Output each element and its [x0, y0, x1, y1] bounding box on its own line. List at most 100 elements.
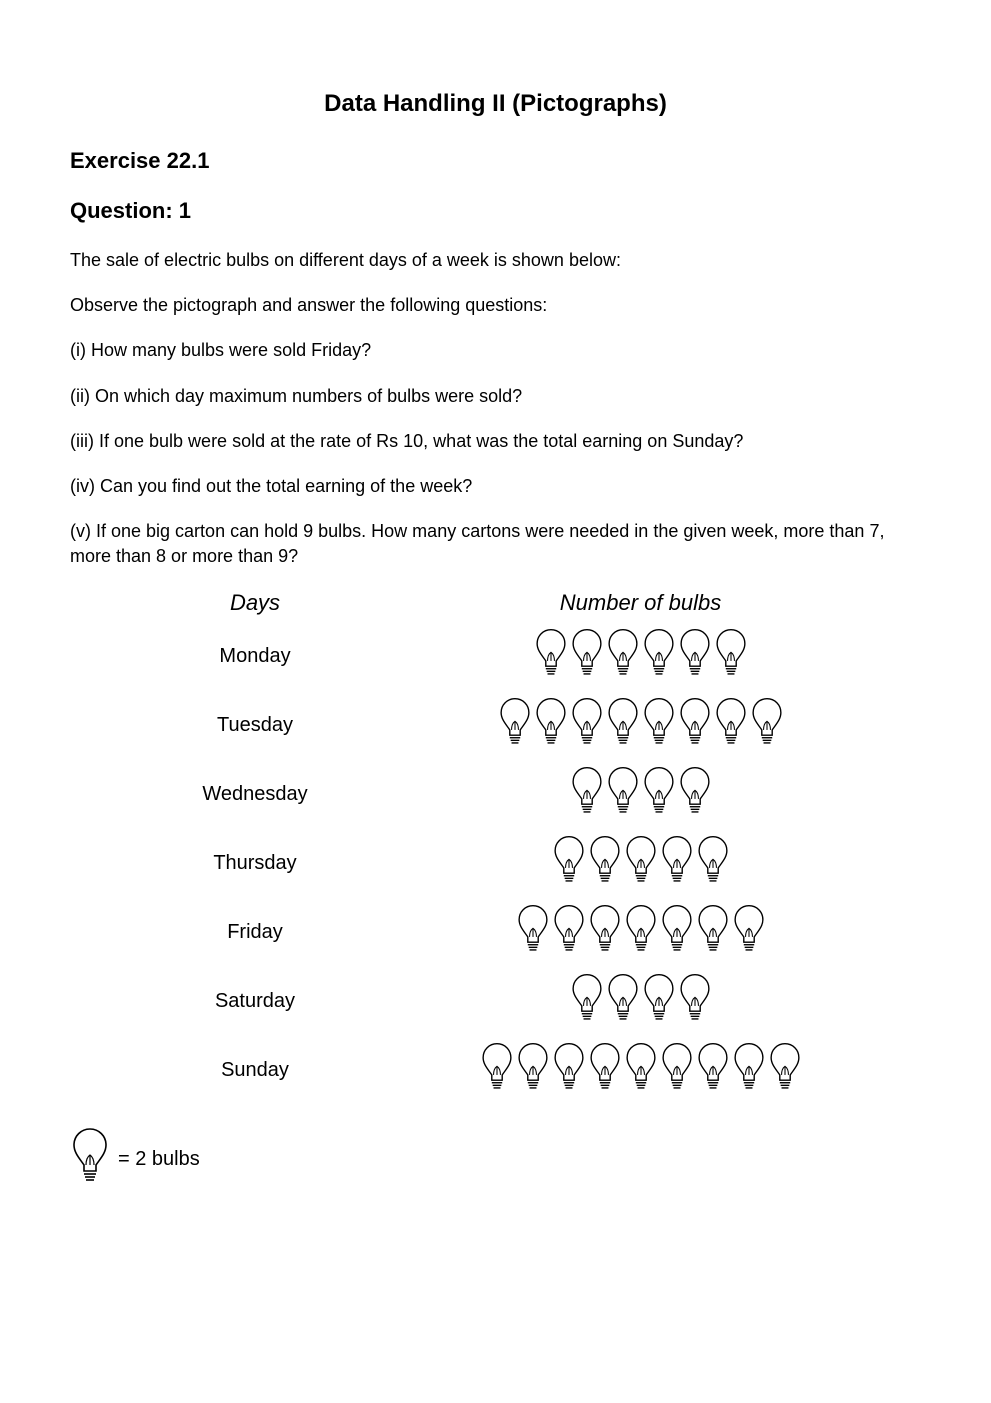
question-item: (ii) On which day maximum numbers of bul… [70, 384, 921, 409]
pictograph-row: Sunday [150, 1042, 921, 1099]
bulb-icon [551, 904, 587, 956]
bulb-icon [515, 1042, 551, 1099]
bulb-icon [677, 697, 713, 754]
bulb-icon [569, 697, 605, 749]
bulb-icon [587, 1042, 623, 1094]
pictograph-legend: = 2 bulbs [70, 1127, 921, 1193]
bulb-icon [641, 973, 677, 1030]
bulb-icon [533, 697, 569, 749]
pictograph-days-header: Days [150, 590, 360, 616]
bulb-icon [587, 904, 623, 961]
bulb-icon [623, 904, 659, 961]
pictograph-day-label: Friday [150, 921, 360, 944]
bulb-icon [70, 1127, 110, 1187]
bulb-icon [713, 628, 749, 680]
bulb-icon [641, 628, 677, 680]
pictograph-bulbs-cell [360, 973, 921, 1030]
bulb-icon [569, 766, 605, 818]
bulb-icon [569, 628, 605, 685]
bulb-icon [70, 1127, 118, 1193]
bulb-icon [623, 835, 659, 887]
pictograph-row: Friday [150, 904, 921, 961]
pictograph-count-header: Number of bulbs [360, 590, 921, 616]
question-item: (iv) Can you find out the total earning … [70, 474, 921, 499]
bulb-icon [731, 904, 767, 956]
bulb-icon [677, 628, 713, 685]
pictograph-day-label: Tuesday [150, 714, 360, 737]
bulb-icon [587, 835, 623, 887]
bulb-icon [605, 973, 641, 1025]
bulb-icon [533, 628, 569, 680]
pictograph-bulbs-cell [360, 835, 921, 892]
bulb-icon [497, 697, 533, 754]
pictograph: Days Number of bulbs Monday Tuesday Wednes… [150, 590, 921, 1099]
bulb-icon [695, 835, 731, 892]
pictograph-row: Saturday [150, 973, 921, 1030]
bulb-icon [677, 697, 713, 749]
bulb-icon [713, 697, 749, 749]
exercise-heading: Exercise 22.1 [70, 148, 921, 174]
bulb-icon [551, 835, 587, 887]
question-intro-1: The sale of electric bulbs on different … [70, 248, 921, 273]
bulb-icon [713, 697, 749, 754]
bulb-icon [623, 904, 659, 956]
bulb-icon [713, 628, 749, 685]
pictograph-day-label: Wednesday [150, 783, 360, 806]
bulb-icon [641, 973, 677, 1025]
pictograph-bulbs-cell [360, 904, 921, 961]
pictograph-bulbs-cell [360, 697, 921, 754]
bulb-icon [677, 973, 713, 1025]
bulb-icon [641, 766, 677, 818]
question-intro-2: Observe the pictograph and answer the fo… [70, 293, 921, 318]
pictograph-day-label: Saturday [150, 990, 360, 1013]
bulb-icon [551, 1042, 587, 1094]
bulb-icon [659, 1042, 695, 1099]
bulb-icon [605, 697, 641, 754]
bulb-icon [479, 1042, 515, 1094]
bulb-icon [659, 904, 695, 956]
pictograph-day-label: Thursday [150, 852, 360, 875]
bulb-icon [641, 697, 677, 749]
bulb-icon [605, 766, 641, 818]
pictograph-header-row: Days Number of bulbs [150, 590, 921, 616]
bulb-icon [569, 766, 605, 823]
bulb-icon [767, 1042, 803, 1094]
bulb-icon [731, 1042, 767, 1094]
pictograph-day-label: Monday [150, 645, 360, 668]
pictograph-row: Thursday [150, 835, 921, 892]
bulb-icon [623, 835, 659, 892]
bulb-icon [569, 973, 605, 1030]
bulb-icon [641, 628, 677, 685]
bulb-icon [551, 835, 587, 892]
bulb-icon [659, 1042, 695, 1094]
bulb-icon [551, 1042, 587, 1099]
bulb-icon [515, 904, 551, 961]
bulb-icon [605, 628, 641, 685]
bulb-icon [605, 697, 641, 749]
bulb-icon [569, 973, 605, 1025]
bulb-icon [533, 628, 569, 685]
bulb-icon [695, 904, 731, 961]
bulb-icon [497, 697, 533, 749]
pictograph-bulbs-cell [360, 1042, 921, 1099]
bulb-icon [587, 835, 623, 892]
bulb-icon [731, 904, 767, 961]
question-item: (i) How many bulbs were sold Friday? [70, 338, 921, 363]
bulb-icon [677, 766, 713, 818]
bulb-icon [479, 1042, 515, 1099]
bulb-icon [641, 697, 677, 754]
bulb-icon [731, 1042, 767, 1099]
bulb-icon [623, 1042, 659, 1094]
question-item: (iii) If one bulb were sold at the rate … [70, 429, 921, 454]
bulb-icon [587, 904, 623, 956]
question-item: (v) If one big carton can hold 9 bulbs. … [70, 519, 921, 569]
bulb-icon [605, 628, 641, 680]
bulb-icon [677, 766, 713, 823]
bulb-icon [569, 697, 605, 754]
page-title: Data Handling II (Pictographs) [70, 90, 921, 118]
question-label: Question: 1 [70, 198, 921, 224]
pictograph-row: Wednesday [150, 766, 921, 823]
bulb-icon [641, 766, 677, 823]
pictograph-row: Tuesday [150, 697, 921, 754]
bulb-icon [695, 904, 731, 956]
